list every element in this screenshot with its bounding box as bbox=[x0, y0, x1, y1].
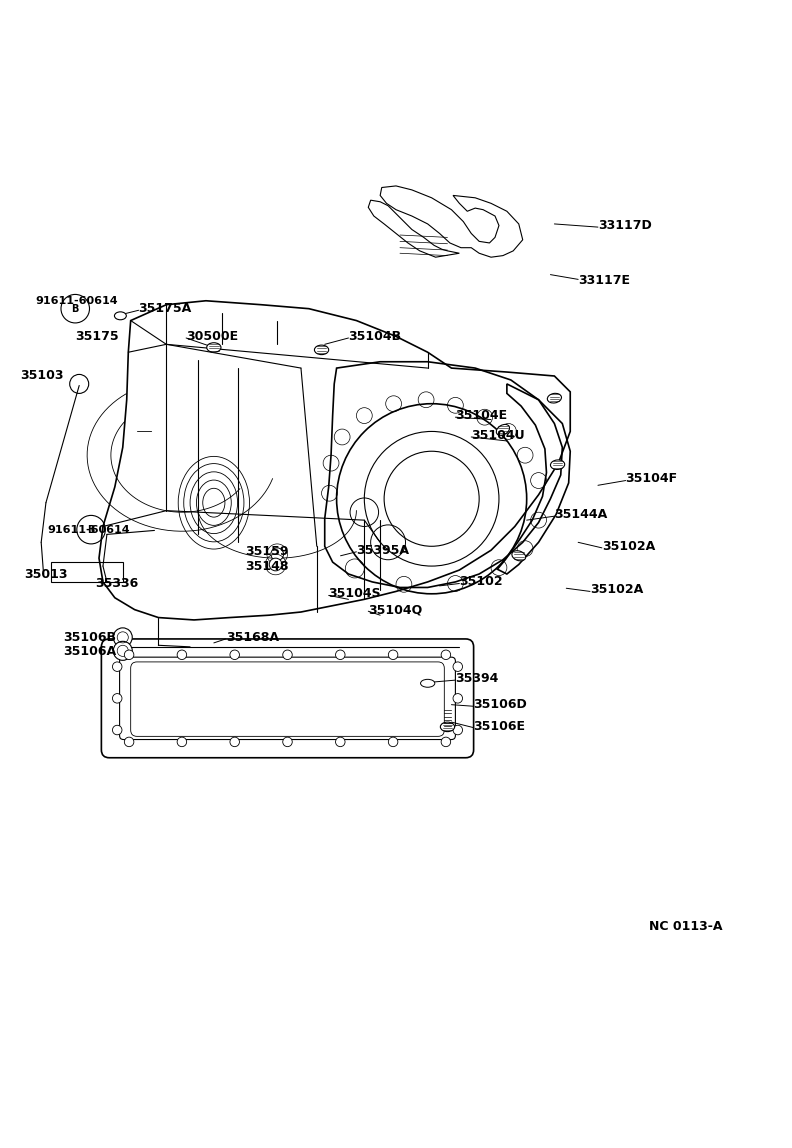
Text: 35104U: 35104U bbox=[471, 429, 525, 442]
Text: 35336: 35336 bbox=[95, 577, 139, 590]
Circle shape bbox=[112, 662, 122, 672]
Ellipse shape bbox=[440, 722, 455, 731]
Circle shape bbox=[336, 737, 345, 746]
Ellipse shape bbox=[207, 343, 221, 352]
Circle shape bbox=[113, 628, 132, 646]
Text: 33117D: 33117D bbox=[598, 219, 652, 232]
Text: 35102A: 35102A bbox=[590, 583, 643, 596]
Ellipse shape bbox=[550, 460, 565, 470]
Circle shape bbox=[230, 650, 239, 660]
Text: 33117E: 33117E bbox=[578, 274, 630, 287]
Circle shape bbox=[112, 693, 122, 703]
Text: 35104Q: 35104Q bbox=[368, 603, 422, 616]
Text: 35104E: 35104E bbox=[455, 409, 508, 422]
Circle shape bbox=[113, 642, 132, 660]
Text: 35104S: 35104S bbox=[329, 588, 381, 600]
Text: 35168A: 35168A bbox=[226, 631, 279, 644]
Text: 91611-60614: 91611-60614 bbox=[48, 526, 130, 535]
Ellipse shape bbox=[547, 394, 562, 403]
Text: B: B bbox=[87, 525, 95, 535]
Circle shape bbox=[336, 650, 345, 660]
Text: 35175: 35175 bbox=[75, 329, 119, 343]
Circle shape bbox=[230, 737, 239, 746]
Circle shape bbox=[441, 650, 451, 660]
Text: 35102A: 35102A bbox=[602, 540, 655, 553]
Text: 35395A: 35395A bbox=[356, 544, 409, 557]
Text: 35106B: 35106B bbox=[63, 631, 116, 644]
Text: 35106E: 35106E bbox=[474, 720, 526, 732]
Text: 35106A: 35106A bbox=[63, 645, 116, 658]
Ellipse shape bbox=[314, 346, 329, 355]
Text: 35175A: 35175A bbox=[139, 302, 192, 316]
Text: 35103: 35103 bbox=[20, 370, 63, 382]
Circle shape bbox=[177, 737, 187, 746]
Text: 35104F: 35104F bbox=[626, 473, 678, 486]
Ellipse shape bbox=[512, 551, 526, 561]
Text: 91611-60614: 91611-60614 bbox=[36, 296, 118, 305]
Circle shape bbox=[441, 737, 451, 746]
Text: 35106D: 35106D bbox=[474, 698, 527, 711]
Circle shape bbox=[388, 650, 398, 660]
Text: B: B bbox=[71, 304, 79, 313]
Circle shape bbox=[453, 726, 463, 735]
Circle shape bbox=[124, 737, 134, 746]
Circle shape bbox=[283, 650, 292, 660]
Text: 35159: 35159 bbox=[246, 545, 289, 558]
Ellipse shape bbox=[421, 680, 435, 688]
Circle shape bbox=[269, 558, 282, 571]
Text: 35013: 35013 bbox=[24, 567, 67, 581]
Circle shape bbox=[177, 650, 187, 660]
Circle shape bbox=[388, 737, 398, 746]
Ellipse shape bbox=[497, 425, 509, 435]
Text: NC 0113-A: NC 0113-A bbox=[649, 920, 723, 933]
Text: 35104B: 35104B bbox=[348, 329, 402, 343]
Text: 35394: 35394 bbox=[455, 672, 499, 685]
Circle shape bbox=[453, 662, 463, 672]
Circle shape bbox=[112, 726, 122, 735]
Text: 35144A: 35144A bbox=[554, 509, 607, 521]
Text: 35102: 35102 bbox=[459, 575, 503, 589]
Circle shape bbox=[124, 650, 134, 660]
Text: 35148: 35148 bbox=[246, 559, 289, 573]
Text: 30500E: 30500E bbox=[186, 329, 238, 343]
Circle shape bbox=[271, 548, 284, 560]
Circle shape bbox=[453, 693, 463, 703]
Circle shape bbox=[283, 737, 292, 746]
Ellipse shape bbox=[114, 312, 127, 320]
